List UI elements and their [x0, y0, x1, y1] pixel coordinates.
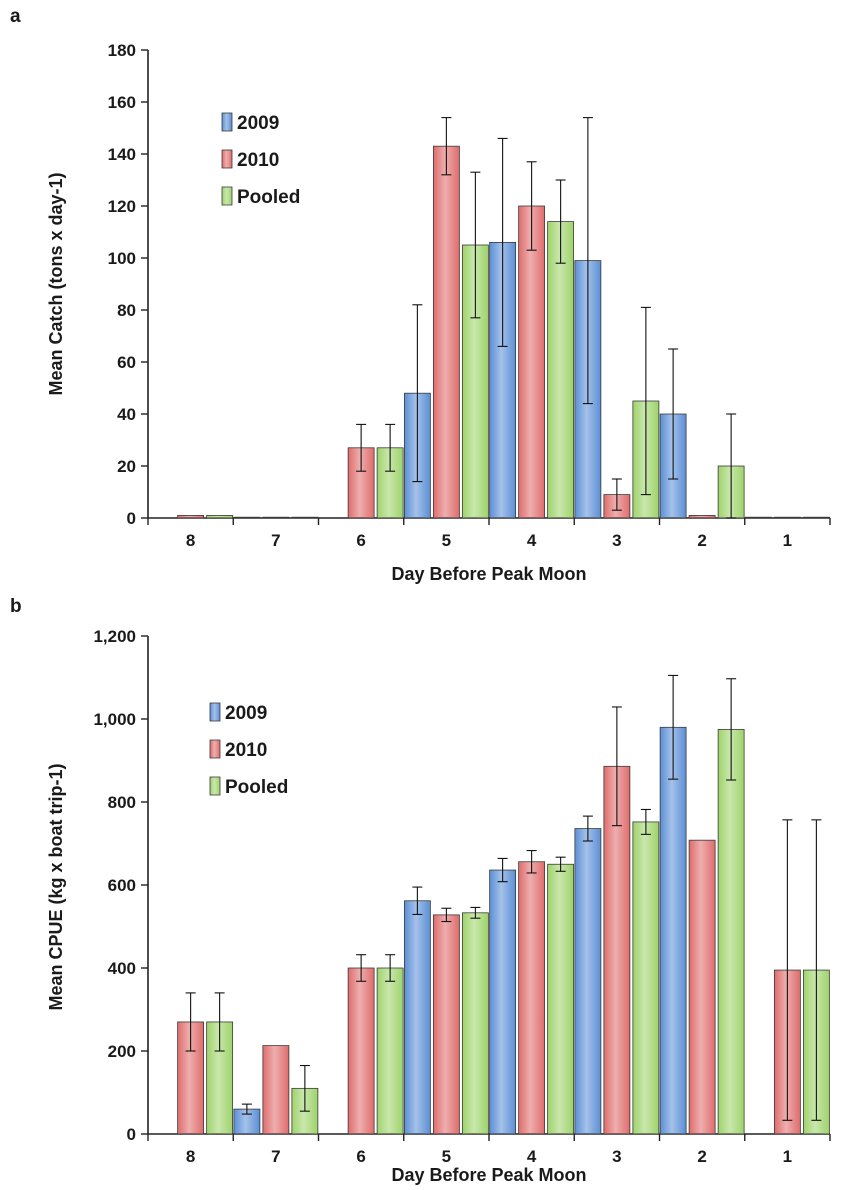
panel-a-xtick-label: 4 [527, 531, 537, 550]
panel-a-ytick-label: 100 [108, 249, 136, 268]
panel-b-bar-2010 [518, 861, 546, 1135]
panel-b-ytick-label: 800 [108, 793, 136, 812]
panel-b-bar-2009 [489, 869, 517, 1135]
panel-b-legend-label-2009: 2009 [225, 703, 267, 724]
panel-b-bar-2009 [574, 828, 602, 1135]
panel-b-legend-label-pooled: Pooled [225, 777, 288, 798]
panel-b-xtick-label: 5 [442, 1147, 451, 1166]
panel-b: b Mean CPUE (kg x boat trip-1) Day Befor… [10, 596, 831, 1185]
panel-b-bar-2010 [347, 967, 375, 1135]
panel-b-legend-label-2010: 2010 [225, 740, 267, 761]
panel-a-ytick-label: 0 [127, 509, 136, 528]
panel-b-plot: 0 200 400 600 800 1,000 1,200 8 7 6 5 4 3 2 1 2009 2010 P… [93, 627, 831, 1166]
panel-b-legend-swatch-2009 [209, 702, 221, 722]
panel-a-bar-2010 [688, 515, 716, 519]
panel-a-ytick-label: 60 [117, 353, 136, 372]
panel-a-legend-label-pooled: Pooled [237, 187, 300, 208]
panel-b-ytick-label: 1,200 [93, 627, 136, 646]
panel-a-ytick-label: 20 [117, 457, 136, 476]
panel-a-bar-2010 [177, 515, 205, 519]
panel-a-xtick-label: 2 [697, 531, 706, 550]
panel-b-bar-2010 [603, 765, 631, 1135]
panel-a-ytick-label: 120 [108, 197, 136, 216]
panel-a-legend-swatch-pooled [221, 186, 233, 206]
panel-b-bar-2010 [262, 1045, 290, 1135]
panel-b-xtick-label: 8 [186, 1147, 195, 1166]
panel-b-xtick-label: 6 [356, 1147, 365, 1166]
panel-b-ylabel: Mean CPUE (kg x boat trip-1) [46, 763, 66, 1010]
panel-b-xtick-label: 2 [697, 1147, 706, 1166]
panel-b-bar-pooled [461, 912, 489, 1135]
panel-b-bar-pooled [717, 728, 745, 1135]
panel-b-xtick-label: 3 [612, 1147, 621, 1166]
panel-a: a Mean Catch (tons x day-1) Day Before P… [10, 6, 831, 584]
panel-a-ytick-label: 40 [117, 405, 136, 424]
panel-a-bar-2010 [518, 205, 546, 519]
panel-a-label: a [10, 6, 21, 27]
panel-a-ytick-label: 180 [108, 41, 136, 60]
panel-b-bar-pooled [632, 821, 660, 1135]
panel-b-xtick-label: 4 [527, 1147, 537, 1166]
panel-b-xtick-label: 1 [783, 1147, 792, 1166]
panel-a-bar-2009 [233, 516, 261, 519]
panel-b-bar-2010 [688, 839, 716, 1135]
panel-a-bar-pooled [547, 221, 575, 519]
panel-a-bar-2010 [432, 145, 460, 519]
panel-a-legend: 2009 2010 Pooled [221, 112, 300, 208]
panel-b-bar-2009 [403, 900, 431, 1135]
panel-a-xtick-label: 8 [186, 531, 195, 550]
panel-b-bar-pooled [376, 967, 404, 1135]
panel-b-label: b [10, 596, 22, 617]
panel-a-xtick-label: 1 [783, 531, 792, 550]
panel-a-xtick-label: 3 [612, 531, 621, 550]
panel-b-ytick-label: 400 [108, 959, 136, 978]
panel-a-bar-2009 [744, 516, 772, 519]
panel-a-bar-2010 [262, 516, 290, 519]
panel-a-bar-2010 [773, 516, 801, 519]
panel-b-xlabel: Day Before Peak Moon [391, 1165, 586, 1185]
panel-a-bar-pooled [291, 516, 319, 519]
panel-a-ytick-label: 160 [108, 93, 136, 112]
panel-b-legend-swatch-pooled [209, 776, 221, 796]
panel-a-bar-pooled [206, 515, 234, 519]
panel-b-ytick-label: 200 [108, 1042, 136, 1061]
panel-b-bar-2010 [432, 914, 460, 1135]
panel-b-ytick-label: 600 [108, 876, 136, 895]
panel-a-plot: 0 20 40 60 80 100 120 140 160 180 8 7 6 5 4 3 2 1 2009 2010… [108, 41, 831, 550]
panel-a-xlabel: Day Before Peak Moon [391, 564, 586, 584]
panel-a-xtick-label: 5 [442, 531, 451, 550]
panel-a-ylabel: Mean Catch (tons x day-1) [46, 172, 66, 395]
panel-b-legend: 2009 2010 Pooled [209, 702, 288, 798]
panel-a-legend-label-2010: 2010 [237, 150, 279, 171]
panel-a-xtick-label: 7 [271, 531, 280, 550]
panel-a-legend-swatch-2010 [221, 149, 233, 169]
panel-b-bar-pooled [547, 863, 575, 1135]
panel-a-ytick-label: 140 [108, 145, 136, 164]
panel-b-ytick-label: 0 [127, 1125, 136, 1144]
panel-a-ytick-label: 80 [117, 301, 136, 320]
panel-a-xtick-label: 6 [356, 531, 365, 550]
panel-b-xtick-label: 7 [271, 1147, 280, 1166]
panel-b-bar-2009 [659, 726, 687, 1135]
panel-a-legend-label-2009: 2009 [237, 113, 279, 134]
panel-a-legend-swatch-2009 [221, 112, 233, 132]
panel-b-ytick-label: 1,000 [93, 710, 136, 729]
panel-a-bar-pooled [802, 516, 830, 519]
panel-b-legend-swatch-2010 [209, 739, 221, 759]
